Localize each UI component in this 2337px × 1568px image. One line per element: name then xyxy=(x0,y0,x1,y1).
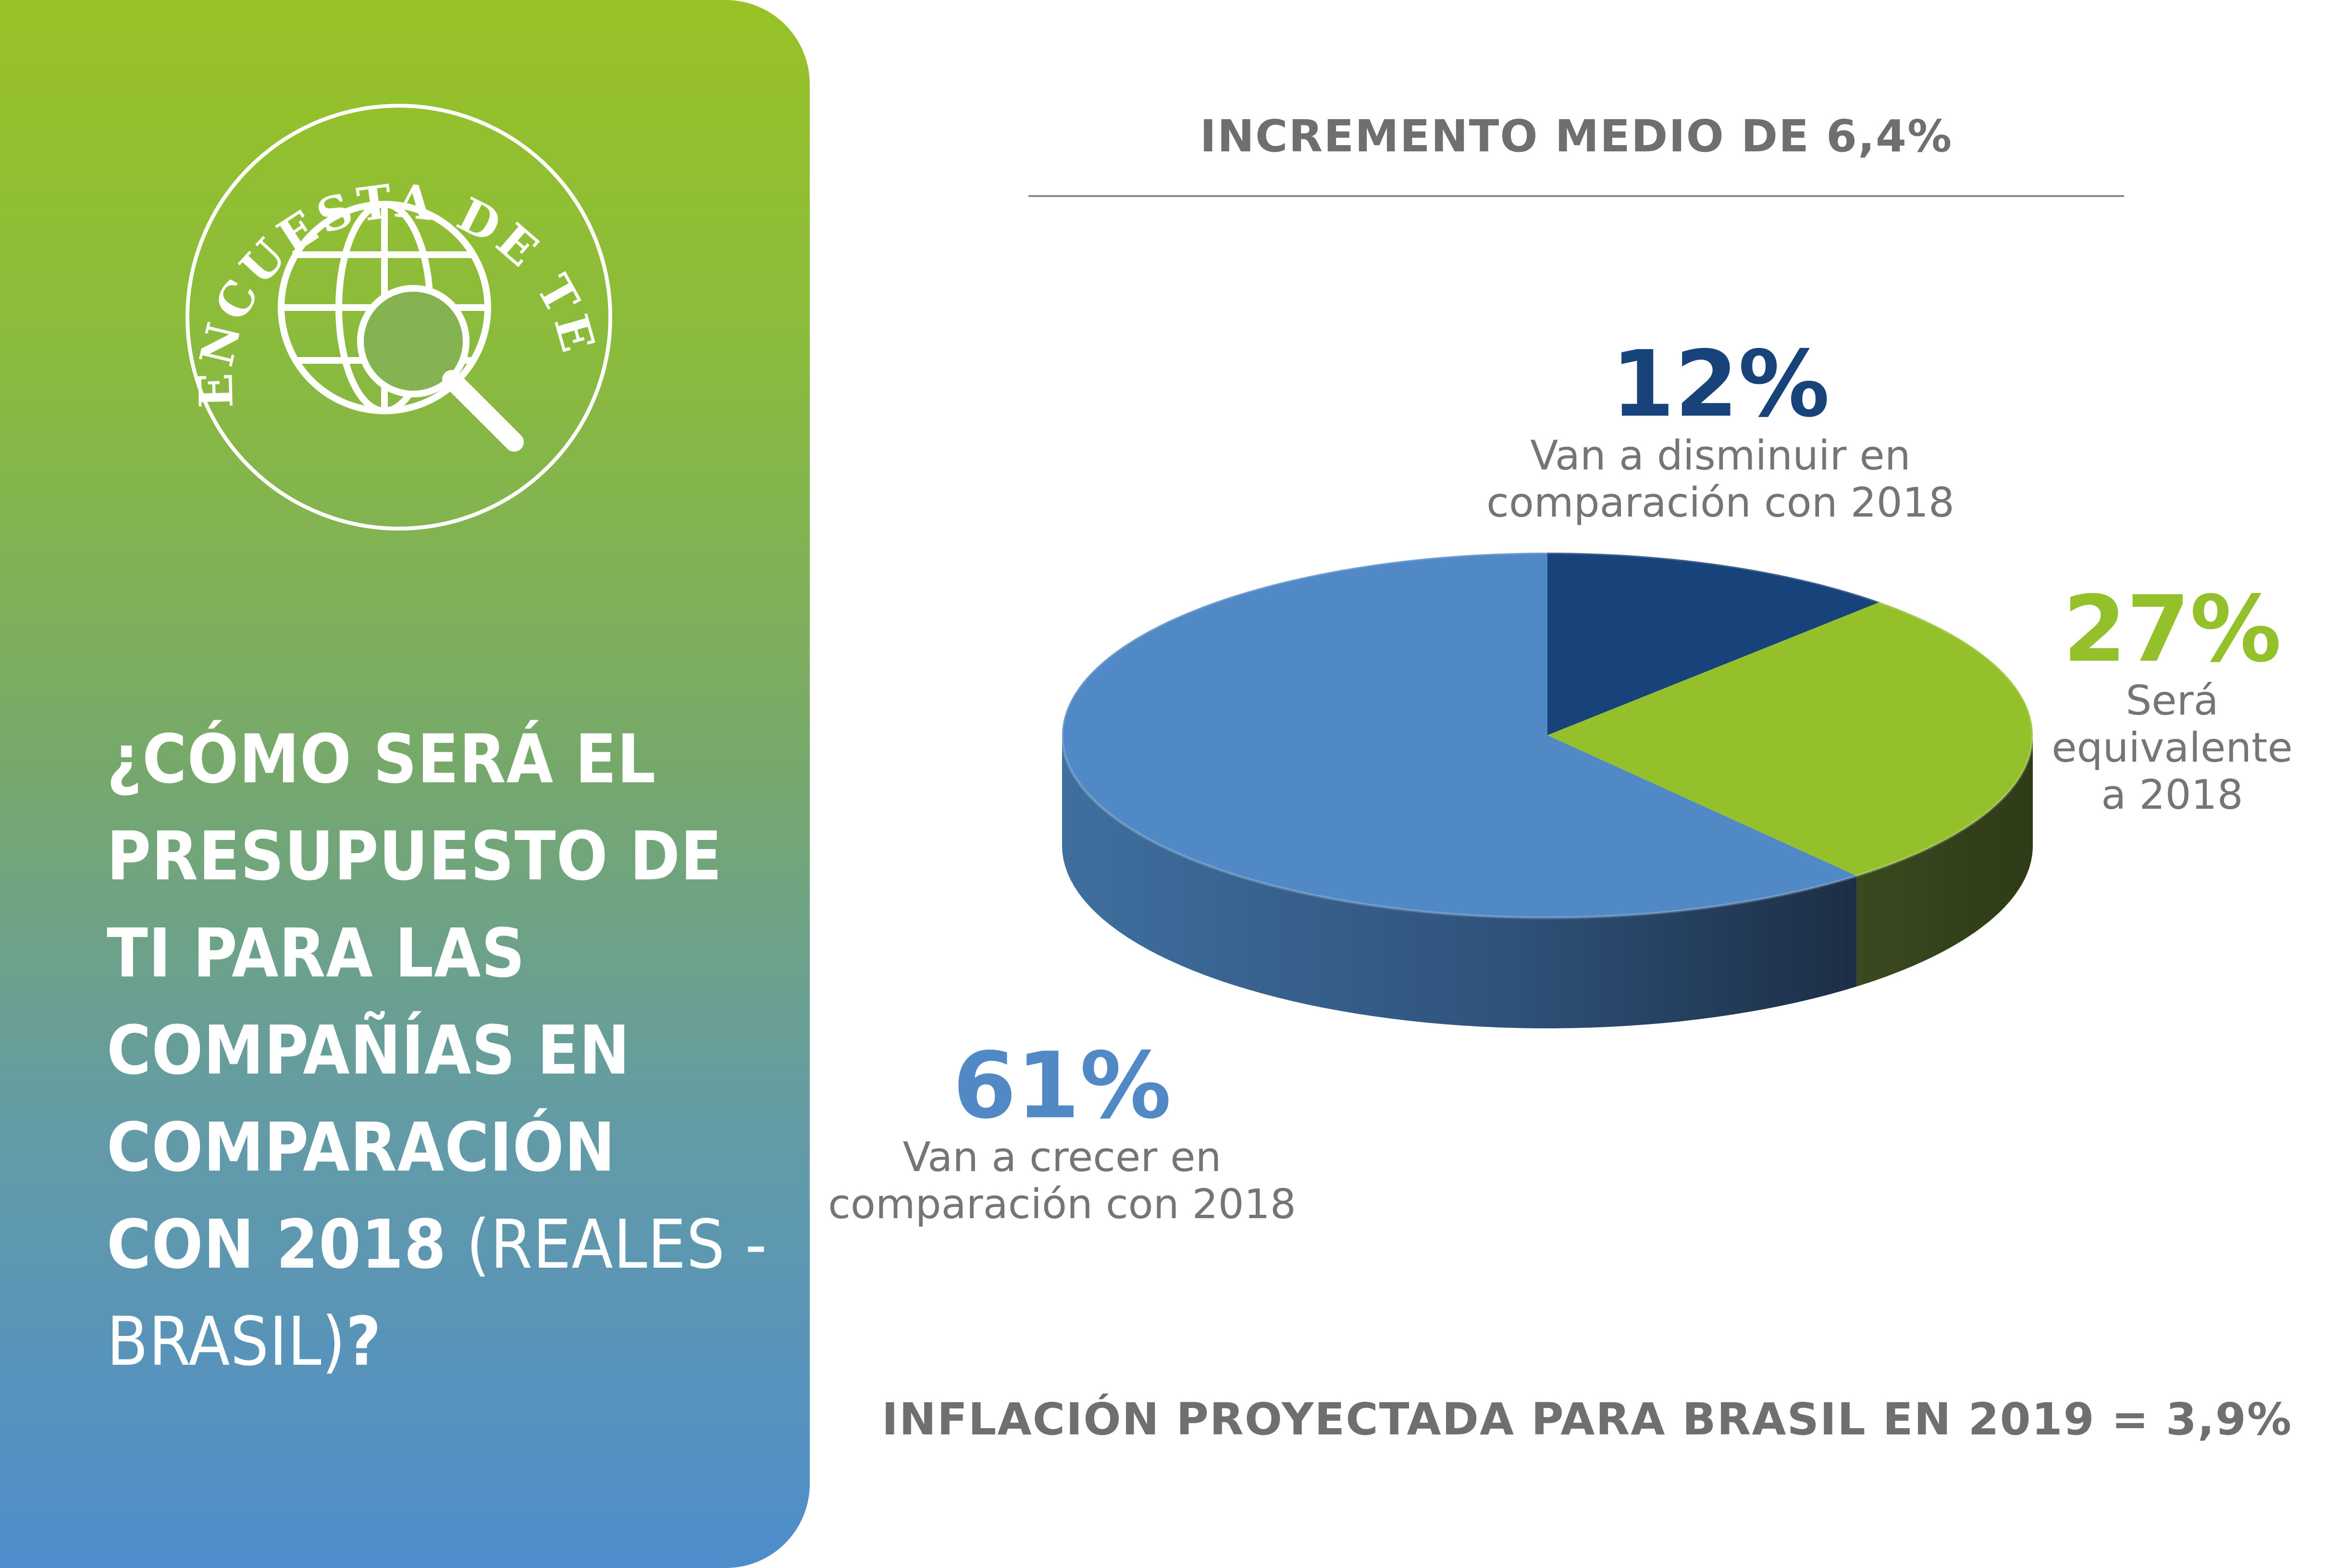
question-mark: ? xyxy=(346,1303,382,1381)
question-bold: ¿Cómo será el presupuesto de TI para las… xyxy=(107,720,723,1284)
headline-divider xyxy=(1028,195,2124,197)
callout-decrease: 12% Van a disminuir en comparación con 2… xyxy=(1432,336,2009,527)
pct-equal: 27% xyxy=(2063,576,2282,682)
badge-outer-ring xyxy=(185,104,612,531)
pie-rim-highlight xyxy=(1061,551,2034,919)
pie-slice-increase xyxy=(1062,553,1857,918)
callout-increase: 61% Van a crecer en comparación con 2018 xyxy=(798,1038,1326,1228)
desc-equal-line1: Será xyxy=(2126,677,2219,725)
desc-decrease-line1: Van a disminuir en xyxy=(1530,432,1911,480)
survey-question: ¿Cómo será el presupuesto de TI para las… xyxy=(107,711,779,1391)
headline: INCREMENTO MEDIO DE 6,4% xyxy=(1199,111,1953,162)
callout-equal: 27% Será equivalente a 2018 xyxy=(2018,581,2326,819)
desc-increase-line2: comparación con 2018 xyxy=(828,1181,1296,1228)
question-light: (reales - Brasil) xyxy=(107,1206,767,1381)
globe-magnifier-icon xyxy=(278,201,524,452)
desc-equal-line3: a 2018 xyxy=(2101,771,2243,819)
pie-side-increase xyxy=(1062,735,1857,1028)
pct-increase: 61% xyxy=(952,1033,1172,1139)
desc-equal-line2: equivalente xyxy=(2052,724,2293,772)
pie-side-equal xyxy=(1856,735,2033,987)
survey-badge: ENCUESTA DE TENDENCIAS xyxy=(183,101,612,531)
desc-decrease-line2: comparación con 2018 xyxy=(1486,479,1954,527)
pct-decrease: 12% xyxy=(1611,331,1830,437)
desc-increase-line1: Van a crecer en xyxy=(903,1134,1222,1181)
footer-inflation: INFLACIÓN PROYECTADA PARA BRASIL EN 2019… xyxy=(881,1394,2292,1445)
pie-slice-decrease xyxy=(1547,553,1880,735)
pie-slice-equal xyxy=(1547,602,2033,876)
left-panel: ENCUESTA DE TENDENCIAS ¿Cómo será el pre… xyxy=(0,0,810,1568)
